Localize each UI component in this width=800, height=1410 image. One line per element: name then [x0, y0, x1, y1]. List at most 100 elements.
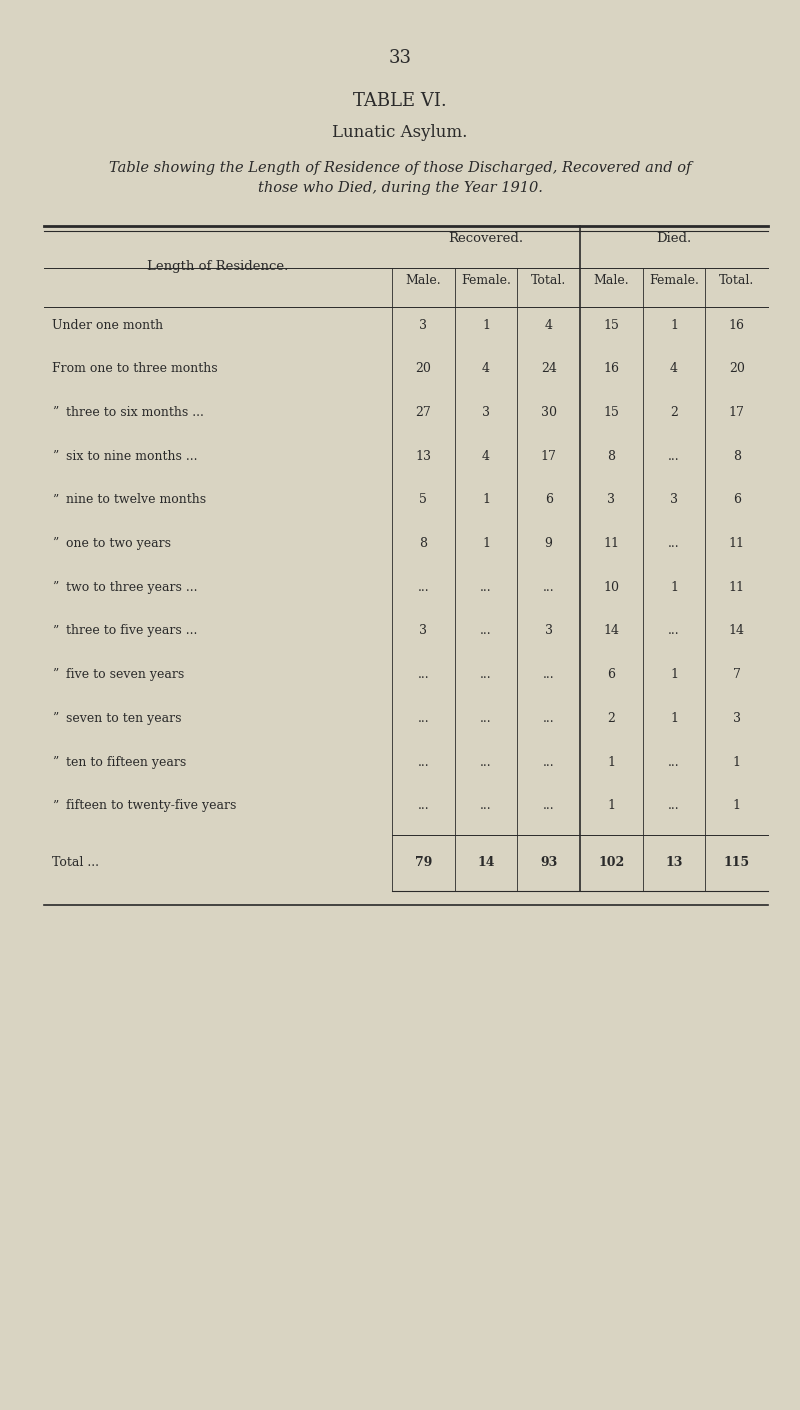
Text: 3: 3 — [607, 493, 615, 506]
Text: 20: 20 — [729, 362, 745, 375]
Text: 33: 33 — [389, 49, 411, 68]
Text: ”: ” — [52, 799, 58, 812]
Text: 1: 1 — [670, 319, 678, 331]
Text: ”: ” — [52, 406, 58, 419]
Text: ”: ” — [52, 581, 58, 594]
Text: 3: 3 — [670, 493, 678, 506]
Text: 13: 13 — [415, 450, 431, 462]
Text: ...: ... — [668, 756, 680, 768]
Text: ...: ... — [418, 799, 429, 812]
Text: 3: 3 — [419, 625, 427, 637]
Text: 4: 4 — [482, 450, 490, 462]
Text: two to three years ...: two to three years ... — [66, 581, 198, 594]
Text: 10: 10 — [603, 581, 619, 594]
Text: 1: 1 — [670, 712, 678, 725]
Text: 1: 1 — [482, 537, 490, 550]
Text: 20: 20 — [415, 362, 431, 375]
Text: Length of Residence.: Length of Residence. — [147, 259, 289, 274]
Text: Male.: Male. — [406, 274, 441, 288]
Text: ...: ... — [543, 668, 554, 681]
Text: 1: 1 — [733, 799, 741, 812]
Text: 1: 1 — [482, 319, 490, 331]
Text: ...: ... — [480, 712, 492, 725]
Text: Table showing the Length of Residence of those Discharged, Recovered and of
thos: Table showing the Length of Residence of… — [109, 161, 691, 196]
Text: three to six months ...: three to six months ... — [66, 406, 204, 419]
Text: 14: 14 — [603, 625, 619, 637]
Text: 4: 4 — [482, 362, 490, 375]
Text: 4: 4 — [545, 319, 553, 331]
Text: ”: ” — [52, 668, 58, 681]
Text: Female.: Female. — [461, 274, 511, 288]
Text: 6: 6 — [733, 493, 741, 506]
Text: 1: 1 — [733, 756, 741, 768]
Text: ...: ... — [418, 756, 429, 768]
Text: ...: ... — [543, 712, 554, 725]
Text: ...: ... — [668, 450, 680, 462]
Text: ...: ... — [668, 625, 680, 637]
Text: 15: 15 — [603, 406, 619, 419]
Text: nine to twelve months: nine to twelve months — [66, 493, 206, 506]
Text: 8: 8 — [733, 450, 741, 462]
Text: 11: 11 — [729, 537, 745, 550]
Text: five to seven years: five to seven years — [66, 668, 185, 681]
Text: ...: ... — [480, 799, 492, 812]
Text: ...: ... — [480, 581, 492, 594]
Text: 17: 17 — [729, 406, 745, 419]
Text: three to five years ...: three to five years ... — [66, 625, 198, 637]
Text: TABLE VI.: TABLE VI. — [353, 92, 447, 110]
Text: 15: 15 — [603, 319, 619, 331]
Text: 14: 14 — [478, 856, 494, 870]
Text: ”: ” — [52, 493, 58, 506]
Text: ”: ” — [52, 756, 58, 768]
Text: 3: 3 — [545, 625, 553, 637]
Text: 9: 9 — [545, 537, 553, 550]
Text: 27: 27 — [415, 406, 431, 419]
Text: 8: 8 — [607, 450, 615, 462]
Text: fifteen to twenty-five years: fifteen to twenty-five years — [66, 799, 237, 812]
Text: 24: 24 — [541, 362, 557, 375]
Text: Lunatic Asylum.: Lunatic Asylum. — [332, 124, 468, 141]
Text: seven to ten years: seven to ten years — [66, 712, 182, 725]
Text: 3: 3 — [482, 406, 490, 419]
Text: 1: 1 — [607, 799, 615, 812]
Text: ...: ... — [480, 625, 492, 637]
Text: Under one month: Under one month — [52, 319, 163, 331]
Text: ”: ” — [52, 625, 58, 637]
Text: ...: ... — [480, 668, 492, 681]
Text: 6: 6 — [607, 668, 615, 681]
Text: 16: 16 — [729, 319, 745, 331]
Text: Total.: Total. — [719, 274, 754, 288]
Text: 79: 79 — [414, 856, 432, 870]
Text: From one to three months: From one to three months — [52, 362, 218, 375]
Text: 2: 2 — [670, 406, 678, 419]
Text: 17: 17 — [541, 450, 557, 462]
Text: six to nine months ...: six to nine months ... — [66, 450, 198, 462]
Text: 8: 8 — [419, 537, 427, 550]
Text: ”: ” — [52, 450, 58, 462]
Text: 6: 6 — [545, 493, 553, 506]
Text: 2: 2 — [607, 712, 615, 725]
Text: 14: 14 — [729, 625, 745, 637]
Text: ...: ... — [668, 799, 680, 812]
Text: 13: 13 — [666, 856, 682, 870]
Text: ...: ... — [543, 799, 554, 812]
Text: Total ...: Total ... — [52, 856, 99, 870]
Text: 102: 102 — [598, 856, 625, 870]
Text: 16: 16 — [603, 362, 619, 375]
Text: ”: ” — [52, 537, 58, 550]
Text: one to two years: one to two years — [66, 537, 171, 550]
Text: 5: 5 — [419, 493, 427, 506]
Text: Recovered.: Recovered. — [449, 231, 523, 245]
Text: Female.: Female. — [649, 274, 699, 288]
Text: ...: ... — [418, 581, 429, 594]
Text: Total.: Total. — [531, 274, 566, 288]
Text: ...: ... — [480, 756, 492, 768]
Text: 3: 3 — [733, 712, 741, 725]
Text: Died.: Died. — [656, 231, 692, 245]
Text: 11: 11 — [729, 581, 745, 594]
Text: 1: 1 — [670, 581, 678, 594]
Text: ”: ” — [52, 712, 58, 725]
Text: ...: ... — [668, 537, 680, 550]
Text: 115: 115 — [724, 856, 750, 870]
Text: 11: 11 — [603, 537, 619, 550]
